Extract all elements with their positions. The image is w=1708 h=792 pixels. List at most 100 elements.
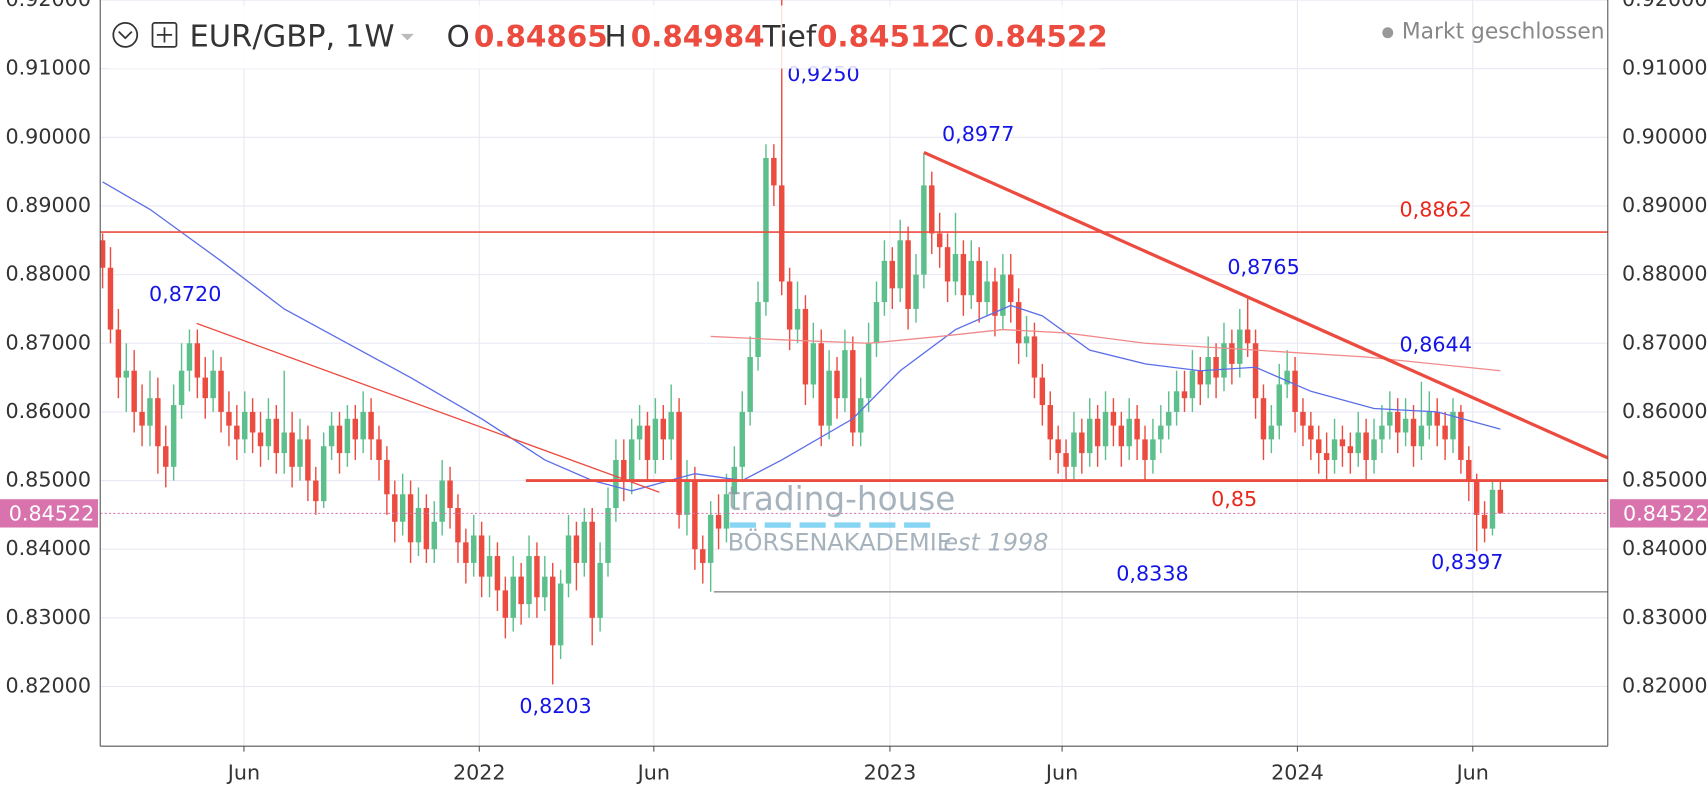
candle-body — [1221, 343, 1227, 378]
candle-body — [131, 370, 137, 412]
candle-body — [636, 425, 643, 440]
candle-body — [1047, 405, 1053, 440]
ohlc-label: O — [447, 20, 470, 54]
candle-body — [99, 240, 106, 268]
candle-body — [1450, 411, 1456, 440]
y-tick-label: 0.84000 — [5, 536, 91, 560]
candle-body — [1434, 411, 1440, 426]
candle-body — [1355, 432, 1361, 454]
candle-body — [1000, 274, 1006, 316]
candle-body — [739, 411, 745, 467]
candle-body — [1379, 425, 1385, 440]
candle-body — [589, 521, 595, 618]
candle-body — [692, 480, 698, 550]
candle-body — [281, 432, 287, 454]
candle-body — [1055, 439, 1061, 454]
y-tick-label: 0.82000 — [1622, 673, 1708, 697]
candle-body — [707, 514, 714, 563]
candle-body — [1181, 391, 1188, 399]
level-label: 0,8338 — [1116, 561, 1188, 585]
candle-body — [320, 446, 327, 502]
candle-body — [139, 411, 145, 426]
x-tick-label: Jun — [1455, 760, 1489, 784]
candle-body — [1126, 418, 1132, 447]
candle-body — [779, 185, 785, 282]
ohlc-value: 0.84984 — [631, 20, 765, 54]
candle-body — [336, 425, 343, 454]
candle-body — [549, 576, 556, 646]
candle-body — [328, 425, 335, 447]
candle-body — [621, 459, 627, 481]
candle-body — [1237, 329, 1243, 364]
candle-body — [178, 370, 185, 406]
candle-body — [771, 157, 777, 186]
candle-body — [676, 411, 682, 515]
candle-body — [1292, 370, 1298, 412]
collapse-icon[interactable] — [112, 22, 139, 48]
candle-body — [1308, 425, 1314, 440]
candle-body — [1489, 489, 1496, 529]
watermark-sub: BÖRSENAKADEMIE — [728, 528, 952, 557]
candle-body — [1039, 377, 1046, 406]
candle-body — [1015, 302, 1022, 344]
candle-body — [494, 556, 501, 591]
annotation: 0,8720 — [149, 282, 221, 306]
candle-body — [1102, 411, 1109, 447]
candle-body — [557, 583, 564, 646]
candle-body — [763, 157, 769, 303]
candle-body — [929, 185, 935, 234]
ohlc-value: 0.84512 — [817, 20, 951, 54]
x-tick-label: Jun — [636, 760, 670, 784]
candle-body — [1094, 418, 1101, 447]
candle-body — [850, 350, 856, 433]
candle-body — [376, 439, 382, 460]
plus — [156, 27, 173, 43]
y-tick-label: 0.88000 — [1622, 262, 1708, 286]
candle-body — [1134, 418, 1140, 440]
x-tick-label: 2024 — [1271, 760, 1324, 784]
candle-body — [407, 494, 414, 543]
y-tick-label: 0.89000 — [5, 193, 91, 217]
candle-body — [273, 418, 280, 454]
candle-body — [936, 233, 943, 248]
candle-body — [1197, 370, 1204, 385]
candle-body — [842, 350, 848, 399]
candle-body — [392, 494, 398, 522]
candle-body — [518, 576, 524, 605]
candle-body — [1260, 398, 1267, 440]
price-tag — [0, 499, 99, 528]
level-label: 0,85 — [1211, 487, 1257, 511]
chevron — [118, 31, 133, 40]
candle-body — [344, 418, 351, 454]
symbol[interactable]: EUR/GBP, 1W — [190, 20, 395, 55]
candle-body — [1189, 370, 1196, 399]
candle-body — [463, 542, 469, 563]
x-tick-label: Jun — [1044, 760, 1078, 784]
candle-body — [202, 377, 208, 399]
candle-body — [210, 370, 216, 399]
candle-body — [913, 274, 919, 309]
candle-body — [1387, 411, 1393, 426]
candle-body — [1458, 411, 1464, 460]
candle-body — [1118, 425, 1125, 447]
candle-body — [834, 370, 840, 399]
candle-body — [1442, 425, 1448, 440]
candle-body — [897, 240, 903, 289]
moving-average — [710, 328, 1501, 372]
candle-body — [1363, 432, 1369, 460]
annotation: 0,8977 — [942, 122, 1014, 146]
candle-body — [1110, 411, 1117, 426]
y-tick-label: 0.85000 — [1622, 468, 1708, 492]
candle-body — [226, 411, 232, 426]
candle-body — [1323, 453, 1330, 460]
y-tick-label: 0.90000 — [1622, 124, 1708, 148]
y-tick-label: 0.83000 — [1622, 605, 1708, 629]
compare-icon[interactable] — [151, 22, 178, 48]
candle-body — [265, 418, 272, 447]
y-tick-label: 0.85000 — [5, 468, 91, 492]
candle-body — [889, 260, 896, 289]
candle-body — [1031, 336, 1038, 378]
candle-body — [107, 267, 114, 330]
candle-body — [447, 480, 453, 509]
